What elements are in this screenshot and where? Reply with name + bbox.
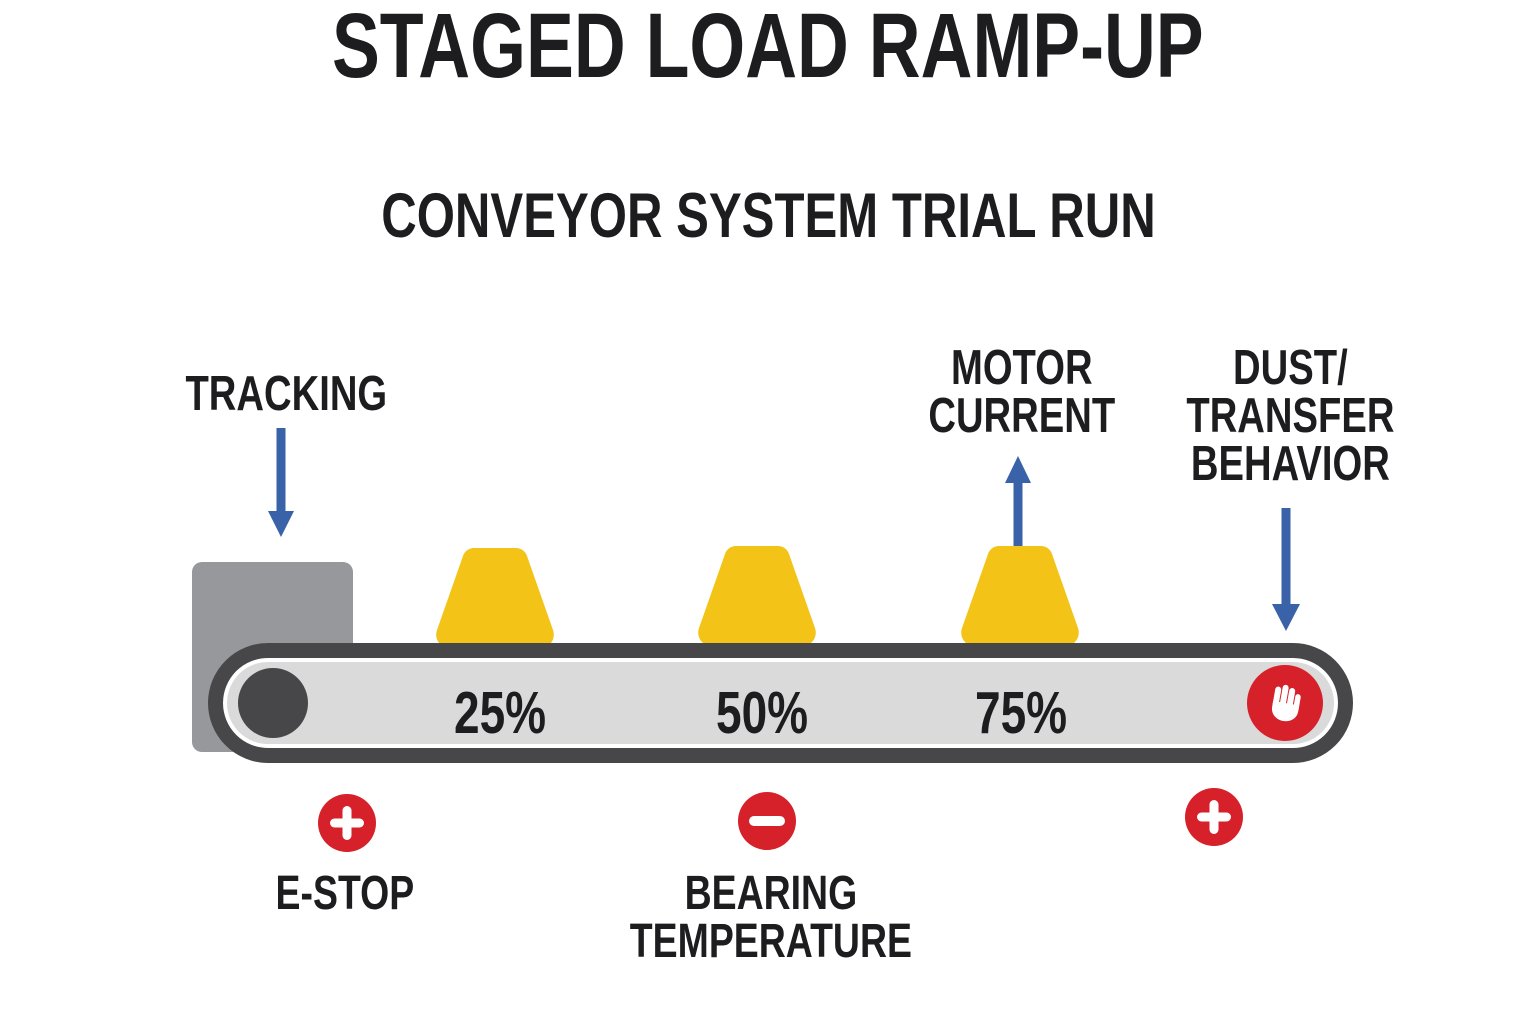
stage-label-25: 25% <box>400 681 600 745</box>
stop-hand-icon <box>1271 684 1301 722</box>
stage-label-25-text: 25% <box>453 680 547 746</box>
conveyor-belt <box>208 643 1353 763</box>
bearing-temperature-marker <box>738 792 796 850</box>
e-stop-label-text: E-STOP <box>275 867 415 920</box>
callout-motor-current-label: MOTOR CURRENT <box>928 341 1116 443</box>
belt-roller <box>238 668 308 738</box>
load-trapezoid <box>958 546 1082 646</box>
bearing-temperature-label-text: BEARING TEMPERATURE <box>629 867 912 968</box>
stop-hand-badge <box>1247 665 1323 741</box>
e-stop-marker <box>318 794 376 852</box>
page-subtitle-text: CONVEYOR SYSTEM TRIAL RUN <box>380 181 1156 251</box>
arrow-up-icon <box>1005 456 1031 546</box>
dust-transfer-marker <box>1185 788 1243 846</box>
page-title-text: STAGED LOAD RAMP-UP <box>332 0 1204 97</box>
callout-motor-current: MOTOR CURRENT <box>872 341 1172 443</box>
page-subtitle: CONVEYOR SYSTEM TRIAL RUN <box>0 185 1536 248</box>
callout-dust-transfer-label: DUST/ TRANSFER BEHAVIOR <box>1185 341 1395 491</box>
stage-label-75-text: 75% <box>974 680 1068 746</box>
stage-label-50-text: 50% <box>715 680 809 746</box>
stage-label-75: 75% <box>921 681 1121 745</box>
arrow-down-icon <box>1272 508 1300 631</box>
page-title: STAGED LOAD RAMP-UP <box>0 0 1536 92</box>
callout-tracking-label: TRACKING <box>185 367 387 421</box>
load-trapezoid <box>695 546 819 646</box>
bearing-temperature-label: BEARING TEMPERATURE <box>590 870 940 966</box>
load-trapezoid <box>433 548 557 648</box>
e-stop-label: E-STOP <box>195 870 495 918</box>
callout-tracking: TRACKING <box>136 367 436 421</box>
stage-label-50: 50% <box>662 681 862 745</box>
arrow-down-icon <box>268 428 294 537</box>
callout-dust-transfer: DUST/ TRANSFER BEHAVIOR <box>1140 341 1440 491</box>
